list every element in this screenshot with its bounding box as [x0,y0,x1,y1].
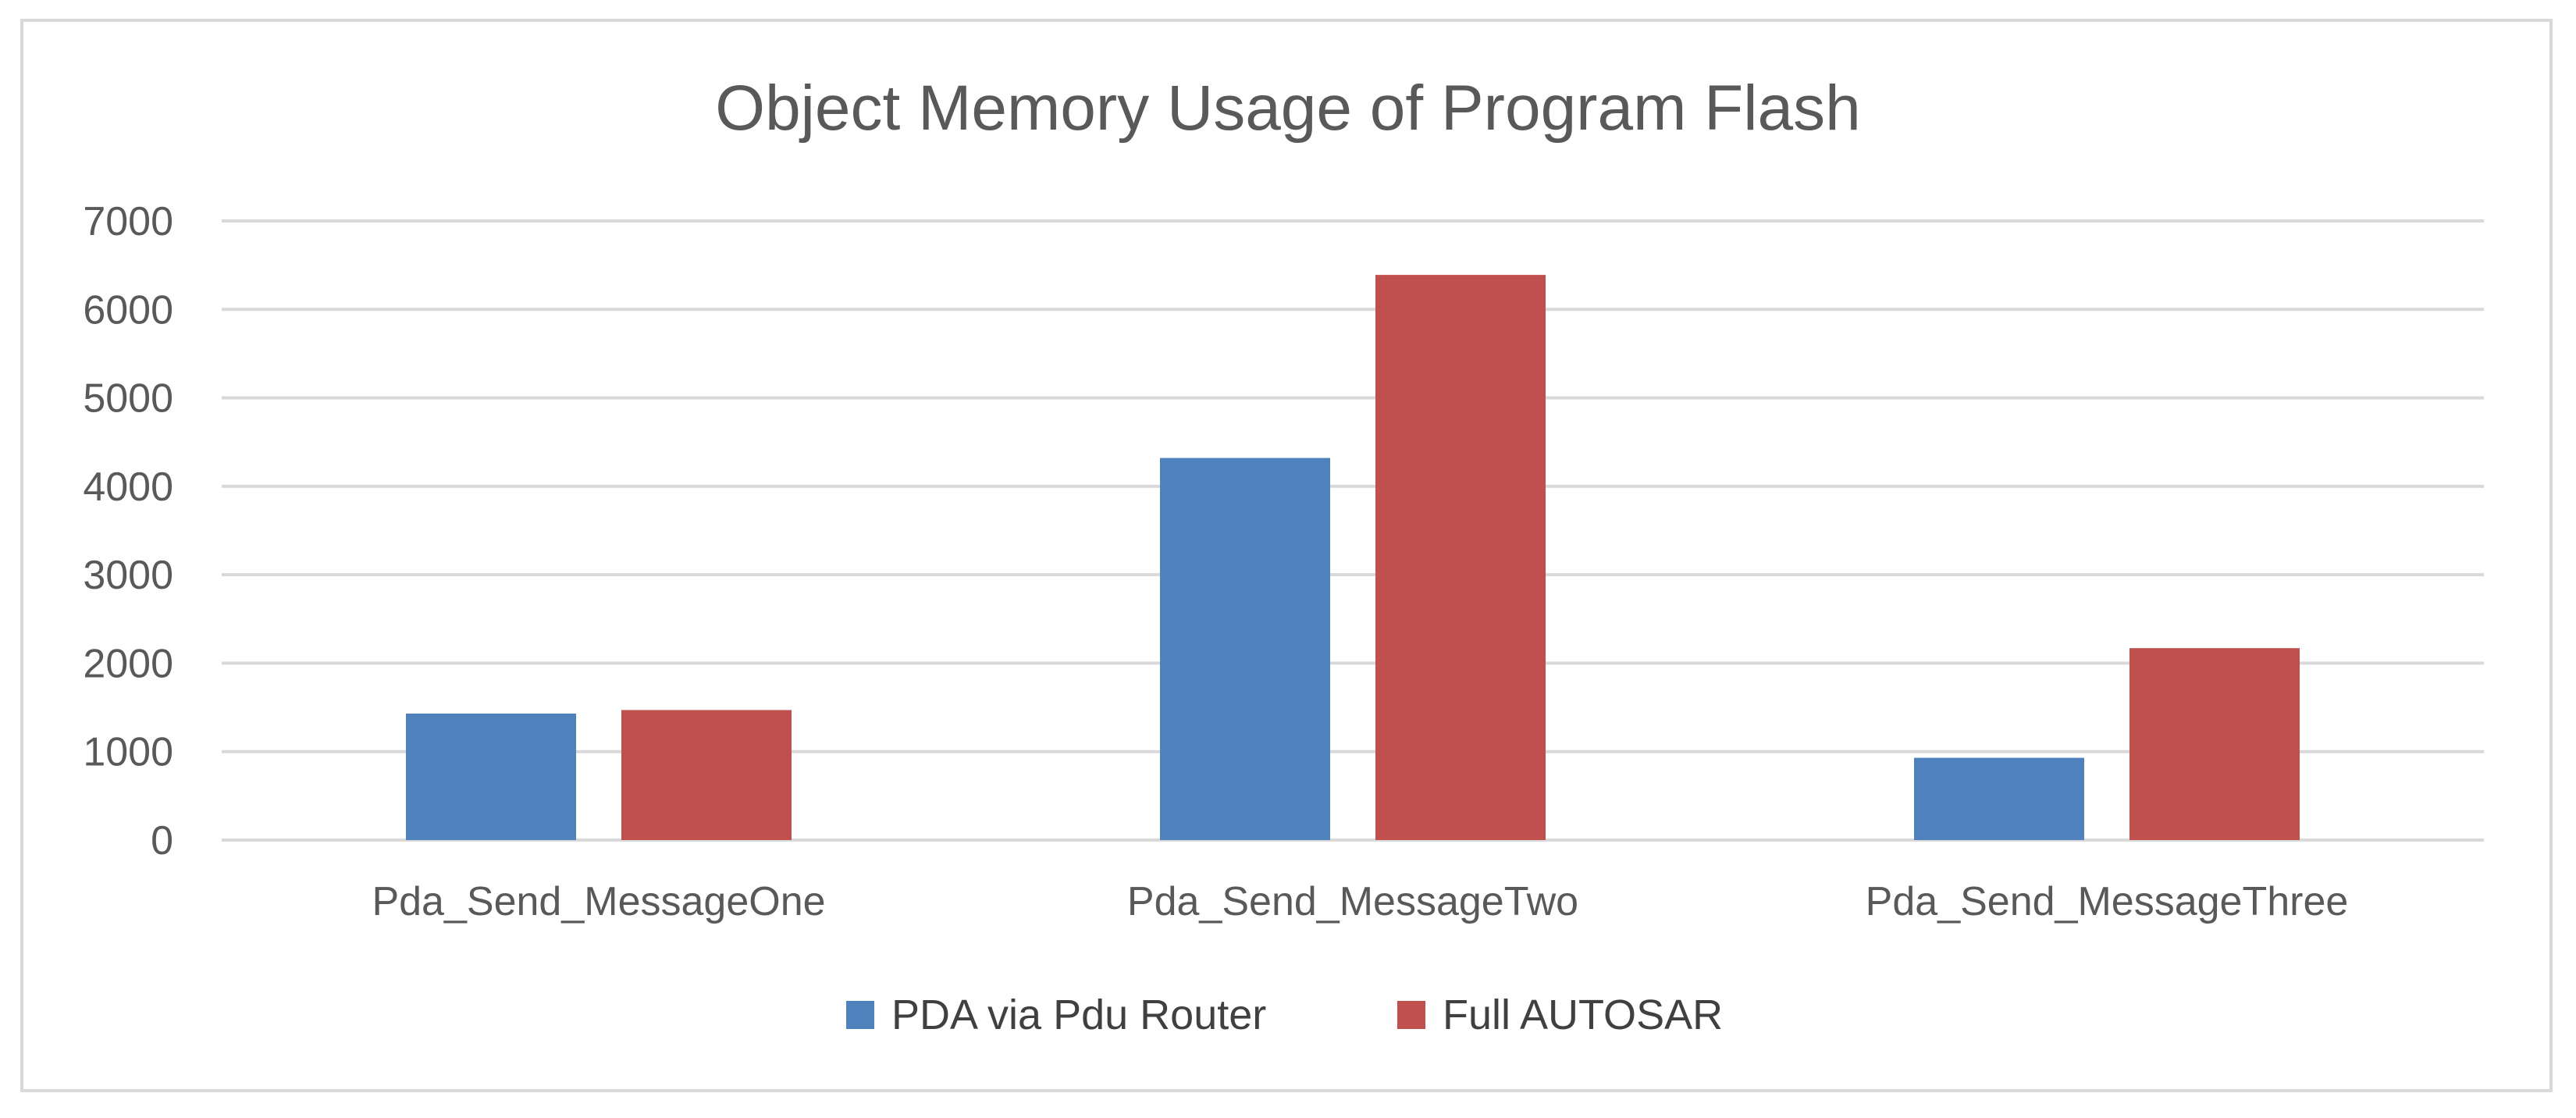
y-tick-label: 5000 [83,376,173,422]
x-axis-category-labels: Pda_Send_MessageOne Pda_Send_MessageTwo Pd… [372,879,2348,924]
x-category-label: Pda_Send_MessageTwo [1127,879,1578,924]
bar-pda-via-pdu-router-3 [1914,757,2084,840]
bar-pda-via-pdu-router-1 [406,714,576,840]
bar-full-autosar-2 [1375,275,1546,841]
chart-title: Object Memory Usage of Program Flash [715,73,1860,144]
y-tick-label: 6000 [83,287,173,333]
x-category-label: Pda_Send_MessageOne [372,879,825,924]
legend-swatch [846,1001,874,1029]
legend-label: Full AUTOSAR [1443,992,1723,1038]
bar-pda-via-pdu-router-2 [1160,458,1330,840]
y-tick-label: 1000 [83,730,173,775]
bar-full-autosar-1 [621,710,792,840]
y-axis-tick-labels: 0 1000 2000 3000 4000 5000 6000 7000 [83,199,173,863]
y-tick-label: 2000 [83,641,173,686]
bars [406,275,2300,841]
y-tick-label: 7000 [83,199,173,244]
y-tick-label: 0 [151,818,173,863]
gridlines [222,219,2484,842]
legend-swatch [1397,1001,1425,1029]
legend: PDA via Pdu Router Full AUTOSAR [846,992,1723,1038]
y-tick-label: 4000 [83,465,173,510]
bar-full-autosar-3 [2129,648,2300,840]
y-tick-label: 3000 [83,553,173,598]
legend-label: PDA via Pdu Router [891,992,1266,1038]
x-category-label: Pda_Send_MessageThree [1866,879,2349,924]
